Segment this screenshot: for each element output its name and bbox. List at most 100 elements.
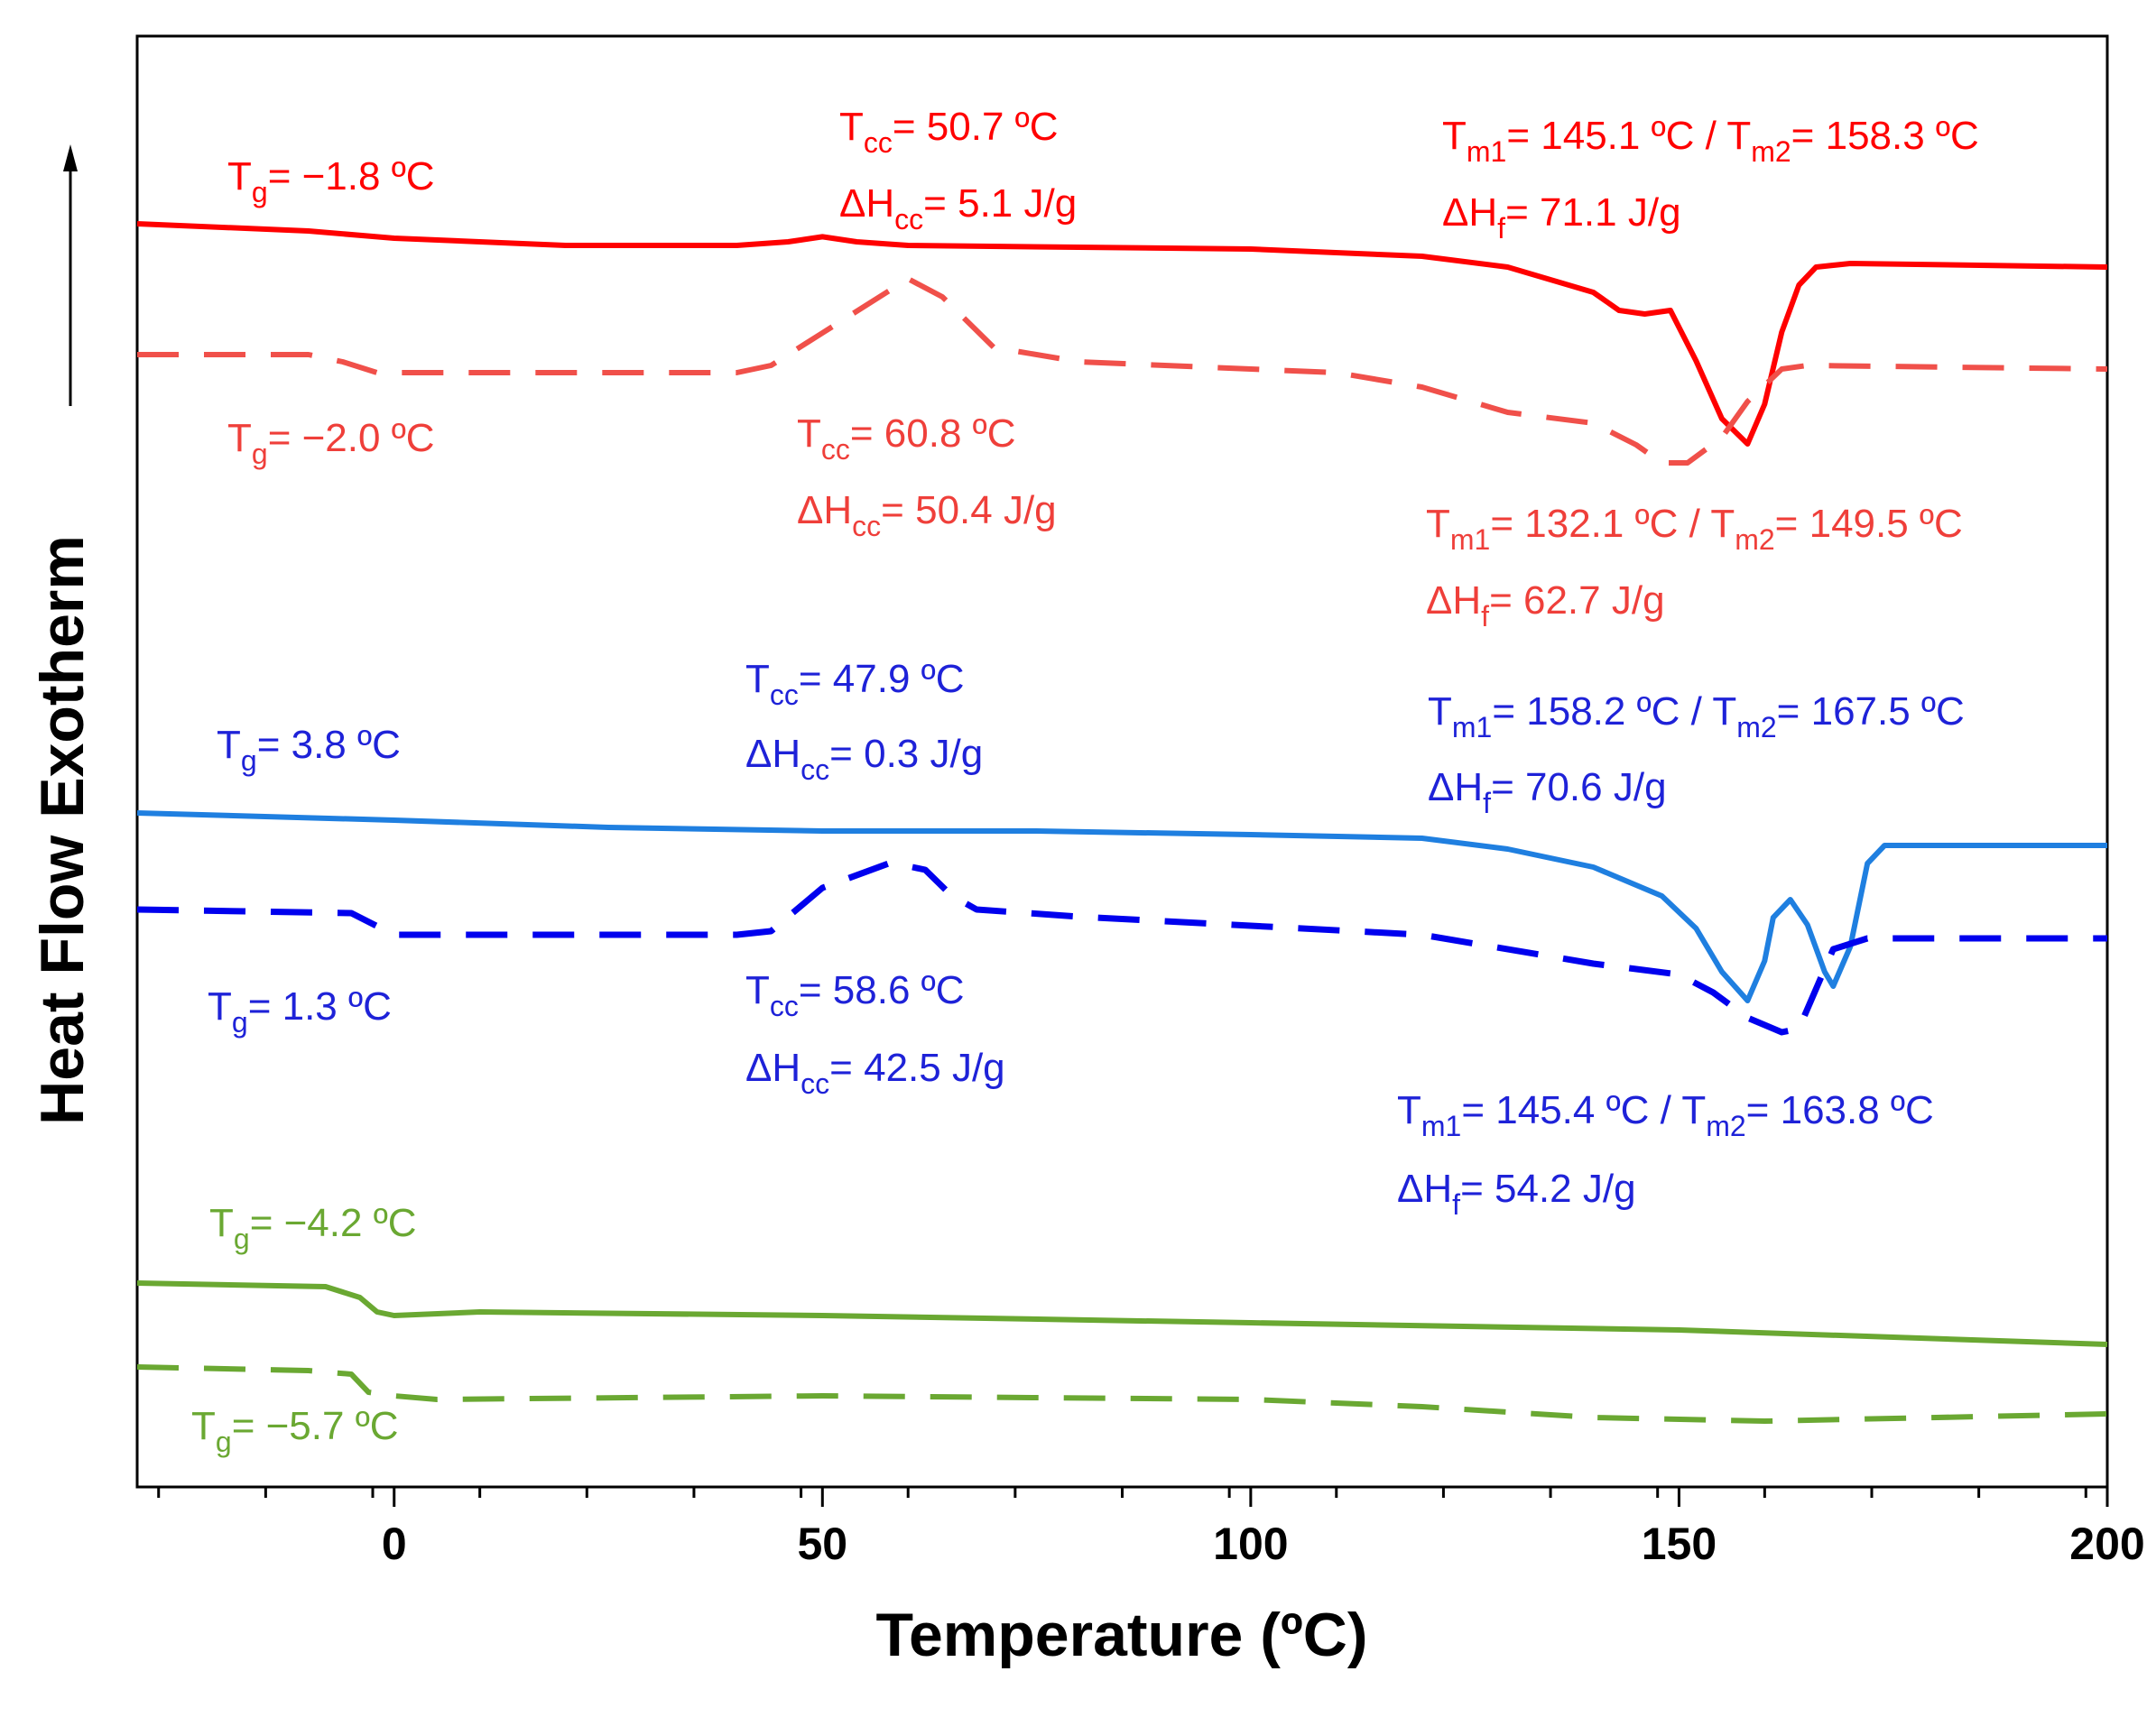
curve-blue-solid <box>136 810 2107 1003</box>
annotation-value: = 145.1 ºC / <box>1506 114 1726 158</box>
annotation-symbol: ΔH <box>797 488 852 532</box>
annotation-symbol: T <box>839 105 864 149</box>
annotation-subscript: cc <box>800 1067 829 1100</box>
annotation-value: = −1.8 ºC <box>268 154 435 199</box>
annotation-green-solid-tg: Tg= −4.2 ºC <box>209 1201 417 1255</box>
annotation-value: = 62.7 J/g <box>1489 578 1664 623</box>
annotation-subscript: m1 <box>1450 523 1490 556</box>
annotation-value: = −5.7 ºC <box>232 1404 399 1448</box>
annotation-value: = 0.3 J/g <box>829 732 983 776</box>
annotation-symbol: ΔH <box>1397 1167 1452 1211</box>
annotation-value: = 71.1 J/g <box>1505 190 1680 235</box>
x-tick-label: 150 <box>1642 1519 1717 1569</box>
annotation-symbol: ΔH <box>1428 765 1483 809</box>
annotation-red-solid-hcc: ΔHcc= 5.1 J/g <box>839 181 1077 235</box>
annotation-value: = 50.4 J/g <box>881 488 1056 532</box>
annotation-value: = −4.2 ºC <box>250 1201 417 1245</box>
annotation-red-solid-hf: ΔHf= 71.1 J/g <box>1442 190 1681 245</box>
annotation-symbol: T <box>227 416 252 460</box>
annotation-subscript: g <box>252 176 268 208</box>
annotation-symbol: ΔH <box>745 1046 800 1090</box>
annotation-subscript: m1 <box>1421 1110 1461 1142</box>
annotation-symbol: T <box>1428 689 1452 734</box>
annotation-blue-solid-tcc: Tcc= 47.9 ºC <box>745 657 965 711</box>
annotation-subscript: m2 <box>1751 135 1791 168</box>
annotation-subscript: cc <box>852 510 881 542</box>
annotation-value: = 163.8 ºC <box>1746 1088 1934 1132</box>
annotation-subscript: m1 <box>1452 711 1492 743</box>
annotation-symbol: T <box>217 723 241 767</box>
annotation-red-dashed-tg: Tg= −2.0 ºC <box>227 416 435 470</box>
annotation-value: = 54.2 J/g <box>1460 1167 1635 1211</box>
x-tick-label: 50 <box>797 1519 847 1569</box>
annotation-red-solid-tcc: Tcc= 50.7 ºC <box>839 105 1059 159</box>
annotation-symbol: T <box>209 1201 234 1245</box>
annotation-subscript: cc <box>894 203 923 235</box>
annotation-value: = 158.2 ºC / <box>1492 689 1712 734</box>
curve-red-solid <box>136 221 2108 447</box>
annotation-value: = 42.5 J/g <box>829 1046 1004 1090</box>
annotation-value: = 1.3 ºC <box>248 984 392 1029</box>
annotation-subscript: f <box>1483 787 1491 819</box>
annotation-subscript: g <box>216 1426 232 1458</box>
x-tick-label: 200 <box>2069 1519 2144 1569</box>
annotation-symbol: T <box>745 968 770 1012</box>
annotation-symbol: T <box>227 154 252 199</box>
annotation-subscript: g <box>252 438 268 470</box>
annotation-symbol: ΔH <box>1426 578 1481 623</box>
annotation-blue-solid-tm1: Tm1= 158.2 ºC / Tm2= 167.5 ºC <box>1428 689 1965 743</box>
annotation-value: = 167.5 ºC <box>1777 689 1965 734</box>
x-axis-title: Temperature (ºC) <box>876 1601 1368 1669</box>
annotation-symbol: T <box>1442 114 1467 158</box>
annotation-value: = 60.8 ºC <box>850 411 1016 456</box>
annotation-blue-solid-hf: ΔHf= 70.6 J/g <box>1428 765 1667 819</box>
annotation-value: = 5.1 J/g <box>923 181 1077 226</box>
annotation-symbol: T <box>797 411 821 456</box>
annotation-red-dashed-hf: ΔHf= 62.7 J/g <box>1426 578 1665 633</box>
annotation-subscript: m2 <box>1735 523 1774 556</box>
annotation-symbol: T <box>1710 502 1735 546</box>
annotation-subscript: g <box>234 1223 250 1255</box>
annotation-red-dashed-tm1: Tm1= 132.1 ºC / Tm2= 149.5 ºC <box>1426 502 1963 556</box>
annotation-value: = 158.3 ºC <box>1791 114 1979 158</box>
annotation-symbol: T <box>191 1404 216 1448</box>
annotation-subscript: cc <box>770 990 799 1022</box>
annotation-subscript: m1 <box>1467 135 1506 168</box>
annotation-value: = 145.4 ºC / <box>1461 1088 1681 1132</box>
annotation-blue-dashed-hcc: ΔHcc= 42.5 J/g <box>745 1046 1005 1100</box>
annotation-subscript: m2 <box>1706 1110 1745 1142</box>
plot-frame <box>135 34 2109 1489</box>
annotation-symbol: T <box>1712 689 1736 734</box>
annotation-blue-solid-tg: Tg= 3.8 ºC <box>217 723 401 777</box>
annotation-red-dashed-hcc: ΔHcc= 50.4 J/g <box>797 488 1057 542</box>
annotation-value: = 132.1 ºC / <box>1490 502 1710 546</box>
x-axis-ticks: 0 50 100 150 200 <box>157 1487 2145 1569</box>
annotation-value: = 149.5 ºC <box>1775 502 1963 546</box>
curve-green-dashed <box>136 1364 2108 1424</box>
annotation-subscript: cc <box>864 126 893 159</box>
annotation-red-solid-tm1: Tm1= 145.1 ºC / Tm2= 158.3 ºC <box>1442 114 1979 168</box>
y-axis-arrow <box>63 144 78 406</box>
annotation-value: = 3.8 ºC <box>257 723 401 767</box>
y-arrow-head <box>63 144 78 171</box>
annotation-subscript: cc <box>770 679 799 711</box>
curve-green-solid <box>136 1280 2108 1347</box>
annotation-symbol: T <box>208 984 232 1029</box>
annotation-green-dashed-tg: Tg= −5.7 ºC <box>191 1404 399 1458</box>
annotation-blue-dashed-tg: Tg= 1.3 ºC <box>208 984 392 1039</box>
curves <box>136 221 2108 1424</box>
annotation-symbol: T <box>1726 114 1751 158</box>
annotation-subscript: m2 <box>1736 711 1776 743</box>
annotation-blue-solid-hcc: ΔHcc= 0.3 J/g <box>745 732 983 786</box>
annotation-blue-dashed-tcc: Tcc= 58.6 ºC <box>745 968 965 1022</box>
x-tick-label: 0 <box>382 1519 407 1569</box>
x-tick-label: 100 <box>1213 1519 1288 1569</box>
y-axis-title: Heat Flow Exotherm <box>28 535 97 1125</box>
annotation-blue-dashed-hf: ΔHf= 54.2 J/g <box>1397 1167 1636 1221</box>
curve-blue-dashed <box>136 859 2107 1036</box>
annotation-symbol: ΔH <box>1442 190 1497 235</box>
annotation-red-dashed-tcc: Tcc= 60.8 ºC <box>797 411 1016 466</box>
annotation-subscript: f <box>1481 600 1489 633</box>
